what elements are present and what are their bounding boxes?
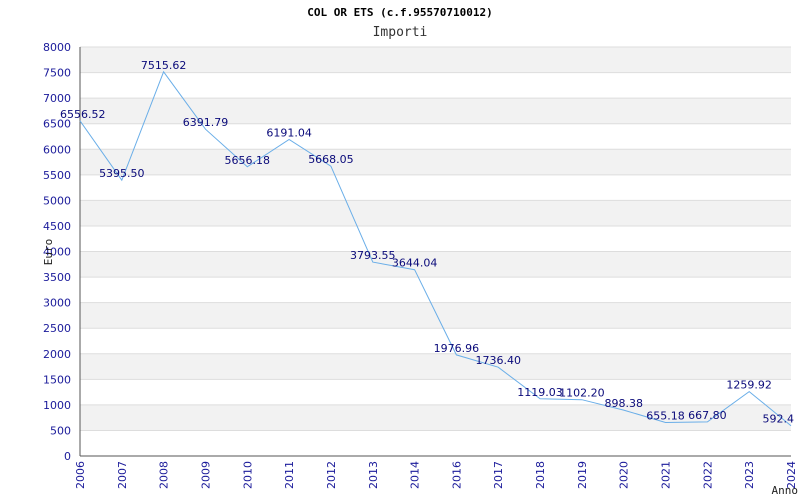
background-bands xyxy=(80,47,791,431)
data-label: 5395.50 xyxy=(99,167,145,180)
x-tick-label: 2011 xyxy=(283,461,296,489)
y-tick-label: 6500 xyxy=(43,118,71,131)
data-label: 5668.05 xyxy=(308,153,354,166)
y-tick-label: 2500 xyxy=(43,322,71,335)
data-label: 1102.20 xyxy=(559,387,605,400)
grid-band xyxy=(80,353,791,380)
x-tick-label: 2023 xyxy=(743,461,756,489)
data-label: 3644.04 xyxy=(392,257,438,270)
x-tick-label: 2012 xyxy=(325,461,338,489)
grid-band xyxy=(80,200,791,226)
y-tick-label: 2000 xyxy=(43,348,71,361)
x-axis-label: Anno xyxy=(772,484,799,497)
y-tick-label: 3500 xyxy=(43,271,71,284)
data-label: 1119.03 xyxy=(517,386,563,399)
y-tick-label: 1500 xyxy=(43,373,71,386)
y-tick-label: 7000 xyxy=(43,92,71,105)
x-tick-label: 2022 xyxy=(701,461,714,489)
data-label: 1736.40 xyxy=(475,354,521,367)
grid-band xyxy=(80,302,791,329)
y-tick-label: 500 xyxy=(50,424,71,437)
y-tick-label: 8000 xyxy=(43,41,71,54)
x-tick-label: 2009 xyxy=(199,461,212,489)
series-line-path xyxy=(79,70,792,427)
x-tick-label: 2016 xyxy=(450,461,463,489)
y-tick-label: 5000 xyxy=(43,194,71,207)
y-tick-label: 6000 xyxy=(43,143,71,156)
data-label: 667.80 xyxy=(688,409,727,422)
y-tick-label: 5500 xyxy=(43,169,71,182)
data-label: 898.38 xyxy=(604,397,643,410)
data-label: 6556.52 xyxy=(60,108,106,121)
x-tick-label: 2024 xyxy=(785,461,798,489)
y-tick-label: 0 xyxy=(64,450,71,463)
data-label: 1976.96 xyxy=(434,342,480,355)
grid-band xyxy=(80,251,791,278)
chart-subtitle: Importi xyxy=(372,25,428,40)
y-tick-label: 7500 xyxy=(43,67,71,80)
data-label: 3793.55 xyxy=(350,249,396,262)
x-tick-label: 2014 xyxy=(409,461,422,489)
y-tick-label: 4000 xyxy=(43,246,71,259)
y-tick-label: 4500 xyxy=(43,220,71,233)
data-label: 6191.04 xyxy=(266,126,312,139)
x-tick-label: 2008 xyxy=(158,461,171,489)
series-line xyxy=(79,70,792,427)
x-tick-label: 2020 xyxy=(618,461,631,489)
x-tick-label: 2019 xyxy=(576,461,589,489)
data-label: 7515.62 xyxy=(141,59,187,72)
axes xyxy=(79,47,791,457)
data-label: 1259.92 xyxy=(726,379,772,392)
chart-title: COL OR ETS (c.f.95570710012) xyxy=(307,6,493,19)
x-tick-label: 2013 xyxy=(367,461,380,489)
y-tick-labels: 0 500 1000 1500 2000 2500 3000 3500 4000 4500 5000… xyxy=(43,41,71,463)
grid-band xyxy=(80,149,791,175)
y-tick-label: 3000 xyxy=(43,297,71,310)
x-tick-label: 2006 xyxy=(74,461,87,489)
data-label: 592.4 xyxy=(763,413,795,426)
grid-band xyxy=(80,47,791,73)
x-tick-label: 2018 xyxy=(534,461,547,489)
data-label: 655.18 xyxy=(646,410,685,423)
grid-band xyxy=(80,404,791,431)
x-tick-label: 2017 xyxy=(492,461,505,489)
y-axis-label: Euro xyxy=(42,239,55,266)
data-labels: 6556.52 5395.50 7515.62 6391.79 5656.18 6191.… xyxy=(60,59,794,426)
data-label: 5656.18 xyxy=(225,154,271,167)
y-tick-label: 1000 xyxy=(43,399,71,412)
x-tick-label: 2007 xyxy=(116,461,129,489)
x-tick-labels: 2006 2007 2008 2009 2010 2011 2012 2013 2014 2016… xyxy=(74,461,798,489)
data-label: 6391.79 xyxy=(183,116,229,129)
x-tick-label: 2010 xyxy=(241,461,254,489)
x-tick-label: 2021 xyxy=(660,461,673,489)
